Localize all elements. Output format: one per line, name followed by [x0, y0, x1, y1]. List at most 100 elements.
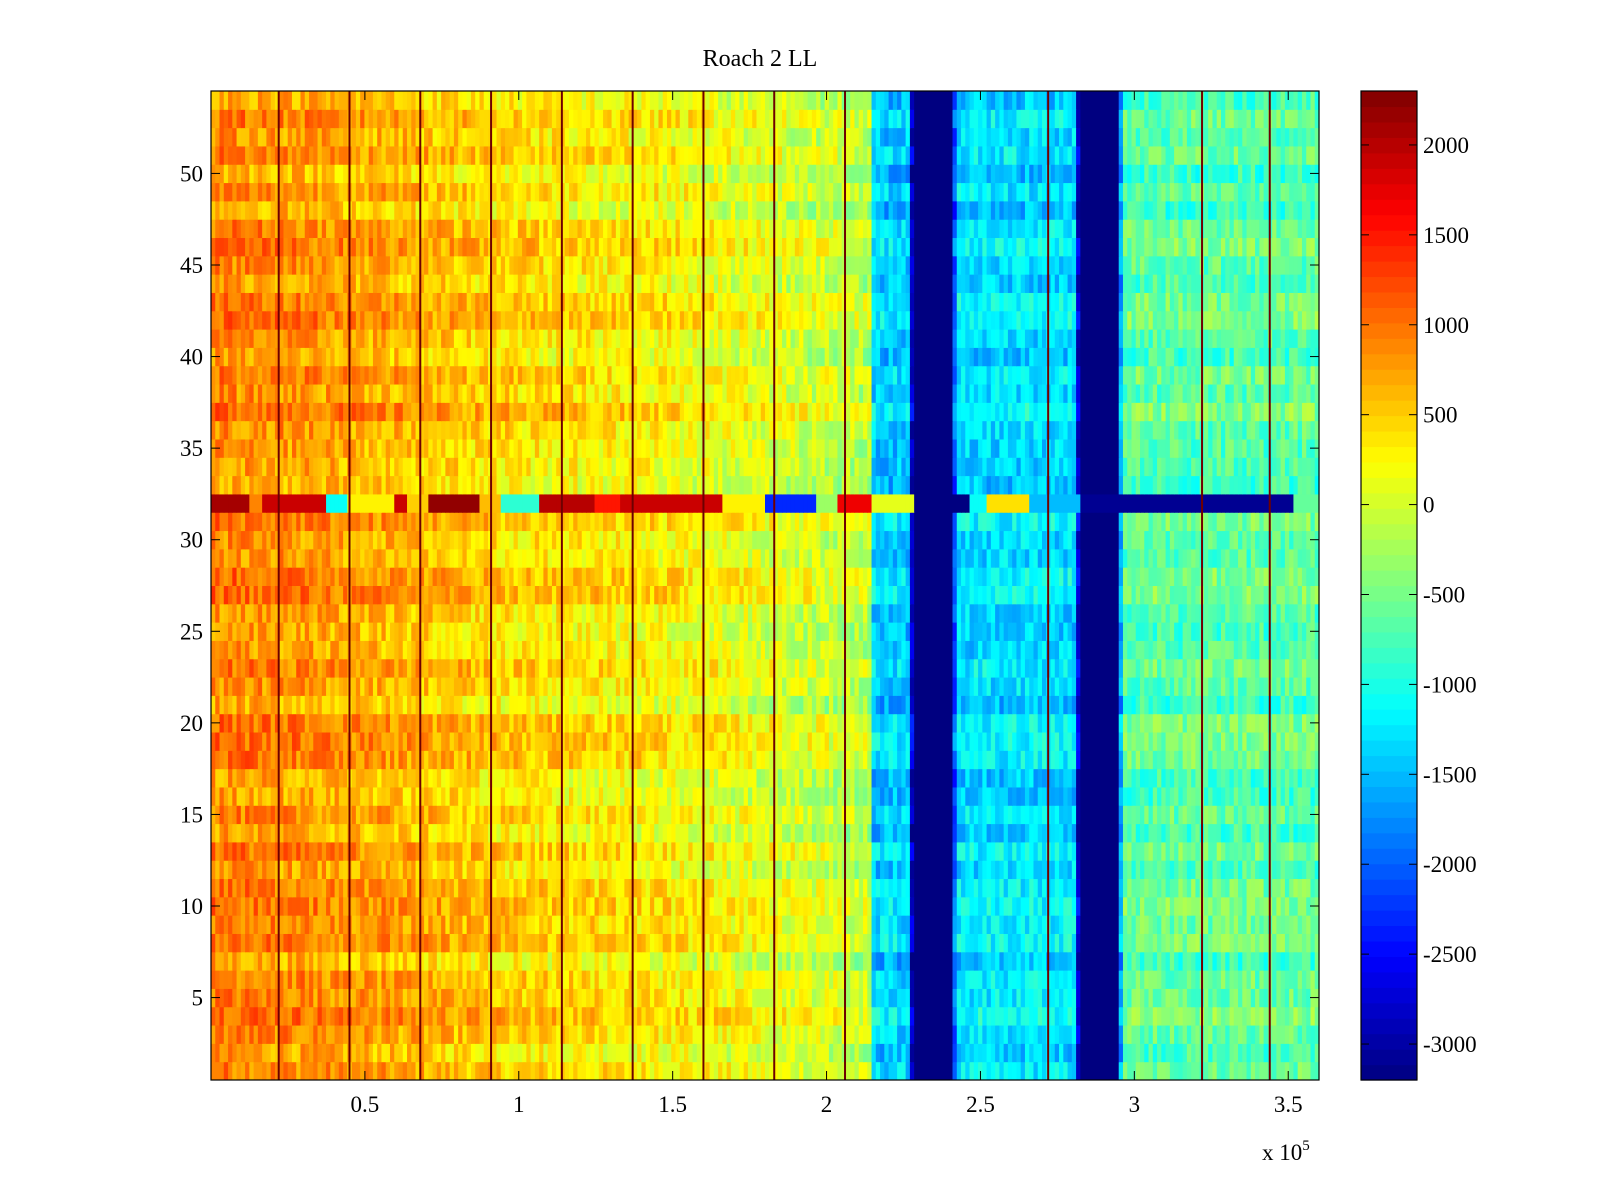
heatmap-cell	[850, 841, 856, 861]
heatmap-cell	[470, 860, 476, 880]
heatmap-cell	[483, 988, 489, 1008]
heatmap-cell	[1289, 823, 1295, 843]
heatmap-cell	[505, 823, 510, 843]
heatmap-cell	[803, 768, 809, 788]
heatmap-cell	[1097, 823, 1103, 843]
heatmap-cell	[1042, 896, 1047, 916]
heatmap-cell	[1024, 860, 1030, 880]
heatmap-cell	[760, 1061, 766, 1081]
heatmap-cell	[1310, 823, 1316, 843]
heatmap-cell	[863, 915, 868, 934]
heatmap-cell	[1101, 841, 1107, 861]
heatmap-cell	[522, 933, 527, 953]
heatmap-cell	[1233, 1006, 1239, 1026]
heatmap-cell	[986, 786, 992, 806]
heatmap-cell	[1301, 768, 1307, 788]
heatmap-cell	[1263, 768, 1269, 788]
heatmap-cell	[372, 988, 378, 1008]
heatmap-cell	[943, 951, 949, 971]
heatmap-cell	[424, 1061, 429, 1081]
heatmap-cell	[1212, 786, 1218, 806]
heatmap-cell	[1037, 1061, 1043, 1081]
heatmap-cell	[411, 970, 417, 989]
heatmap-cell	[833, 1043, 839, 1063]
heatmap-cell	[577, 1006, 583, 1026]
heatmap-cell	[211, 1043, 216, 1063]
heatmap-cell	[500, 786, 506, 806]
heatmap-cell	[637, 860, 643, 880]
heatmap-cell	[364, 860, 370, 880]
heatmap-cell	[436, 860, 442, 880]
heatmap-cell	[424, 1006, 429, 1026]
heatmap-cell	[309, 970, 314, 989]
heatmap-cell	[871, 860, 877, 880]
heatmap-cell	[573, 878, 579, 898]
heatmap-cell	[240, 732, 246, 751]
heatmap-cell	[309, 1061, 314, 1081]
heatmap-cell	[1003, 1025, 1009, 1044]
heatmap-cell	[577, 732, 583, 751]
heatmap-cell	[909, 933, 915, 953]
heatmap-cell	[684, 1061, 689, 1081]
heatmap-cell	[505, 768, 510, 788]
heatmap-cell	[249, 933, 255, 953]
heatmap-cell	[730, 1061, 736, 1081]
heatmap-cell	[897, 988, 902, 1008]
heatmap-cell	[1114, 1043, 1120, 1063]
heatmap-cell	[1118, 860, 1124, 880]
heatmap-cell	[1255, 1025, 1260, 1044]
heatmap-cell	[560, 786, 566, 806]
heatmap-cell	[935, 970, 941, 989]
heatmap-cell	[999, 860, 1005, 880]
heatmap-cell	[458, 786, 464, 806]
heatmap-cell	[935, 1006, 941, 1026]
heatmap-cell	[257, 915, 263, 934]
heatmap-cell	[475, 1006, 481, 1026]
heatmap-cell	[1118, 896, 1124, 916]
heatmap-cell	[722, 970, 728, 989]
heatmap-cell	[343, 970, 348, 989]
heatmap-cell	[679, 768, 685, 788]
heatmap-cell	[620, 841, 625, 861]
heatmap-cell	[1042, 915, 1047, 934]
heatmap-cell	[283, 1025, 289, 1044]
heatmap-cell	[223, 933, 229, 953]
heatmap-cell	[1016, 841, 1022, 861]
heatmap-cell	[1178, 951, 1184, 971]
heatmap-cell	[581, 841, 587, 861]
heatmap-cell	[330, 750, 336, 770]
heatmap-cell	[1250, 878, 1256, 898]
heatmap-cell	[1310, 732, 1316, 751]
heatmap-cell	[1220, 878, 1226, 898]
heatmap-cell	[1140, 860, 1145, 880]
heatmap-cell	[1233, 896, 1239, 916]
heatmap-cell	[1174, 896, 1179, 916]
heatmap-cell	[556, 732, 562, 751]
heatmap-cell	[978, 841, 983, 861]
heatmap-cell	[551, 970, 557, 989]
heatmap-cell	[411, 768, 417, 788]
heatmap-cell	[513, 1061, 519, 1081]
heatmap-cell	[470, 878, 476, 898]
heatmap-cell	[603, 896, 608, 916]
heatmap-cell	[854, 970, 860, 989]
heatmap-cell	[560, 915, 566, 934]
heatmap-cell	[445, 805, 451, 825]
heatmap-cell	[309, 732, 314, 751]
heatmap-cell	[807, 933, 813, 953]
heatmap-cell	[978, 951, 983, 971]
heatmap-cell	[389, 878, 395, 898]
heatmap-cell	[1272, 896, 1277, 916]
heatmap-cell	[389, 841, 395, 861]
heatmap-cell	[1165, 768, 1171, 788]
heatmap-cell	[624, 732, 630, 751]
heatmap-cell	[594, 896, 600, 916]
heatmap-cell	[232, 988, 238, 1008]
heatmap-cell	[351, 951, 357, 971]
heatmap-cell	[726, 988, 732, 1008]
heatmap-cell	[918, 841, 924, 861]
heatmap-cell	[313, 933, 319, 953]
heatmap-cell	[696, 860, 702, 880]
heatmap-cell	[568, 860, 574, 880]
heatmap-cell	[492, 732, 498, 751]
